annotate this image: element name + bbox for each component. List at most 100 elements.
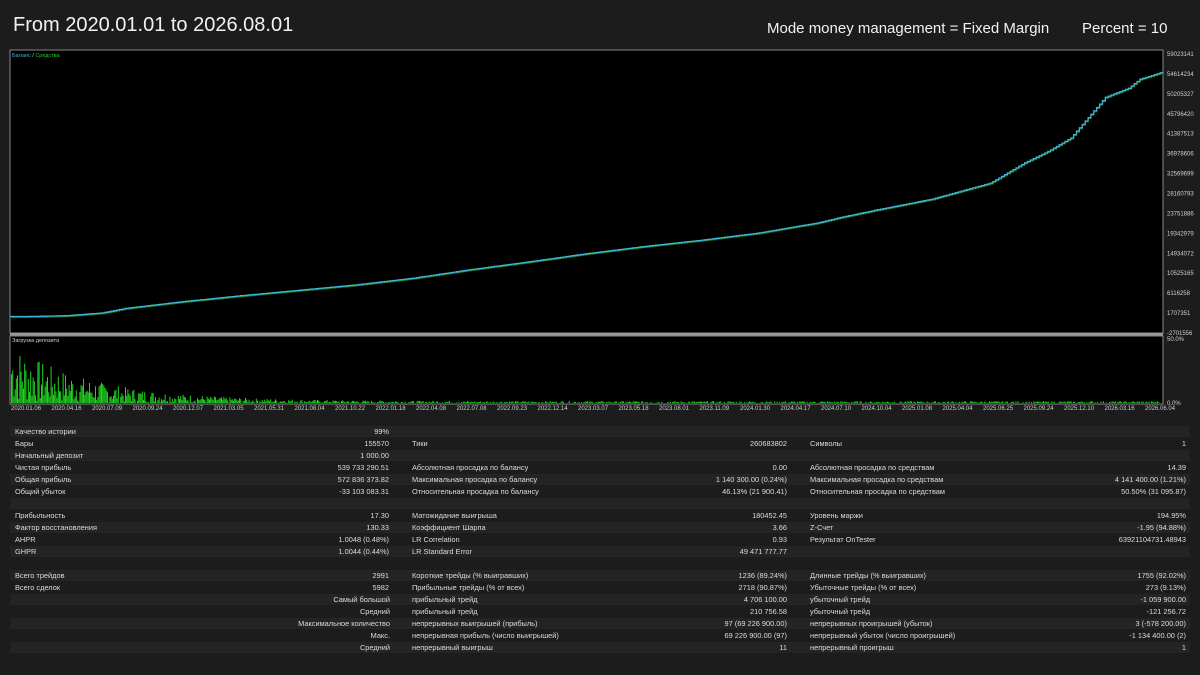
load-bar	[602, 401, 604, 403]
load-bar	[296, 401, 298, 403]
load-bar	[836, 401, 838, 403]
load-bar	[183, 396, 185, 403]
equity-line	[10, 72, 1164, 318]
load-bar	[1094, 402, 1096, 403]
x-tick-label: 2022.09.23	[497, 406, 528, 412]
load-bar	[1083, 402, 1085, 403]
balance-chart: Баланс / Средства Загрузка депозита 5902…	[9, 49, 1194, 412]
stats-row: Начальный депозит 1 000.00	[10, 450, 1190, 461]
x-tick-label: 2025.12.10	[1064, 406, 1095, 412]
load-bar	[871, 401, 873, 403]
load-bar	[961, 401, 963, 403]
load-bar	[1038, 402, 1040, 403]
load-bar	[471, 402, 473, 403]
stat-value: 4 706 100.00	[743, 595, 787, 604]
load-bar	[541, 402, 543, 403]
load-bar	[843, 401, 845, 403]
load-bar	[158, 397, 160, 403]
load-bar	[996, 401, 998, 403]
load-bar	[888, 402, 890, 403]
load-bar	[326, 400, 328, 403]
load-bar	[192, 402, 194, 403]
equity-path	[10, 72, 1164, 318]
load-bar	[642, 401, 644, 403]
load-bar	[252, 400, 254, 403]
load-bar	[882, 401, 884, 403]
load-bar	[921, 402, 923, 403]
load-bar	[351, 400, 353, 403]
x-tick-label: 2024.10.04	[862, 406, 893, 412]
load-bar	[635, 401, 636, 403]
load-bar	[312, 401, 314, 403]
load-bar	[1157, 401, 1158, 403]
stat-value: 1.0044 (0.44%)	[338, 547, 389, 556]
load-bar	[247, 402, 249, 403]
load-bar	[1017, 401, 1019, 403]
load-bar	[1005, 401, 1007, 403]
load-bar	[428, 401, 430, 403]
stats-row: Всего сделок 5982 Прибыльные трейды (% от …	[10, 582, 1190, 593]
load-bar	[153, 401, 155, 403]
y-tick-label: 14934072	[1167, 251, 1194, 257]
load-bar	[969, 401, 971, 403]
stats-row: Фактор восстановления 130.33 Коэффициент Ш…	[10, 522, 1190, 533]
load-bar	[335, 400, 336, 403]
load-bar	[962, 402, 964, 403]
load-bar	[1118, 401, 1120, 403]
load-bar	[483, 402, 485, 403]
load-bar	[227, 400, 228, 403]
load-bar	[1148, 401, 1150, 403]
load-bar	[894, 401, 896, 403]
load-bar	[632, 401, 634, 403]
load-bar	[992, 402, 994, 403]
load-bar	[445, 402, 447, 403]
load-bar	[821, 401, 822, 403]
load-bar	[86, 390, 88, 403]
load-bar	[319, 401, 321, 403]
load-bar	[103, 385, 105, 403]
load-bar	[114, 390, 116, 403]
load-bar	[1152, 401, 1154, 403]
load-bar	[667, 401, 669, 403]
load-bar	[707, 401, 708, 403]
load-bar	[1077, 402, 1079, 403]
load-bar	[525, 402, 527, 403]
x-tick-label: 2021.03.05	[214, 406, 245, 412]
load-bar	[401, 401, 402, 403]
load-bar	[324, 400, 326, 403]
load-bar	[618, 402, 620, 403]
load-bar	[755, 402, 756, 403]
load-bar	[409, 402, 411, 403]
load-bar	[381, 401, 383, 403]
balance-line	[10, 71, 1164, 318]
load-bar	[1145, 402, 1146, 403]
load-bar	[573, 401, 575, 403]
load-bar	[361, 402, 363, 403]
load-bar	[950, 401, 952, 403]
load-bar	[372, 402, 374, 403]
load-bar	[1088, 402, 1090, 403]
load-bar	[823, 401, 825, 403]
load-bar	[461, 402, 462, 403]
load-bar	[626, 401, 628, 403]
load-bar	[446, 401, 448, 403]
stat-value: -1 059 900.00	[1140, 595, 1186, 604]
x-tick-label: 2021.10.22	[335, 406, 366, 412]
load-bar	[411, 400, 413, 403]
legend-balance: Баланс	[12, 53, 31, 59]
load-bar	[203, 399, 204, 403]
load-bar	[769, 401, 771, 403]
load-bar	[980, 401, 982, 403]
x-tick-label: 2025.01.08	[902, 406, 933, 412]
load-bar	[1086, 402, 1088, 403]
load-bar	[732, 402, 734, 403]
stat-value: 50.50% (31 095.87)	[1121, 487, 1186, 496]
load-bar	[98, 386, 100, 403]
load-bar	[475, 402, 477, 403]
load-bar	[607, 402, 609, 403]
load-bar	[782, 401, 784, 403]
load-bar	[237, 400, 239, 403]
load-bar	[533, 401, 534, 403]
load-bar	[120, 396, 122, 403]
load-bar	[486, 401, 488, 403]
